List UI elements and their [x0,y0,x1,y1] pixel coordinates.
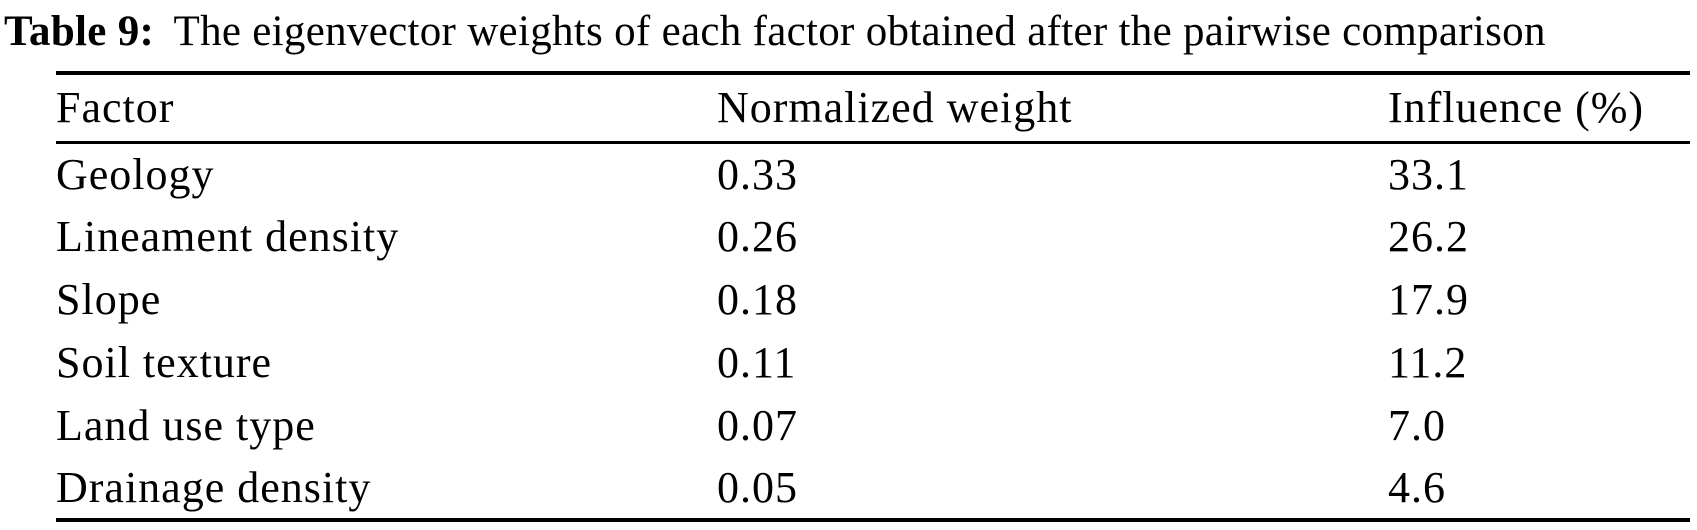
table-row: Slope 0.18 17.9 [56,268,1690,331]
cell-weight: 0.07 [717,401,798,450]
table-header: Factor Normalized weight Influence (%) [56,73,1690,142]
table-caption-number: Table 9: [4,8,155,55]
cell-influence: 17.9 [1388,275,1469,324]
cell-weight: 0.18 [717,275,798,324]
table-row: Soil texture 0.11 11.2 [56,331,1690,394]
table-row: Geology 0.33 33.1 [56,142,1690,205]
column-header-influence: Influence (%) [1388,83,1645,133]
table-row: Lineament density 0.26 26.2 [56,205,1690,268]
cell-weight: 0.33 [717,149,798,199]
table-row: Land use type 0.07 7.0 [56,394,1690,457]
cell-weight: 0.26 [717,212,798,261]
cell-factor: Land use type [56,401,316,450]
cell-influence: 11.2 [1388,338,1468,387]
cell-factor: Slope [56,275,162,324]
cell-weight: 0.11 [717,338,797,387]
cell-factor: Drainage density [56,463,372,512]
column-header-normalized-weight: Normalized weight [717,83,1073,133]
cell-influence: 7.0 [1388,401,1446,450]
cell-factor: Lineament density [56,212,400,261]
column-header-factor: Factor [56,83,175,133]
factors-table: Factor Normalized weight Influence (%) G… [56,71,1690,522]
table-body: Geology 0.33 33.1 Lineament density 0.26… [56,142,1690,520]
cell-factor: Soil texture [56,338,273,387]
cell-influence: 26.2 [1388,212,1469,261]
table-caption-text: The eigenvector weights of each factor o… [173,8,1546,55]
cell-factor: Geology [56,149,215,199]
header-row: Factor Normalized weight Influence (%) [56,73,1690,142]
cell-influence: 4.6 [1388,463,1446,512]
table-caption: Table 9: The eigenvector weights of each … [4,6,1697,58]
cell-influence: 33.1 [1388,149,1469,199]
cell-weight: 0.05 [717,463,798,512]
table-row: Drainage density 0.05 4.6 [56,457,1690,520]
